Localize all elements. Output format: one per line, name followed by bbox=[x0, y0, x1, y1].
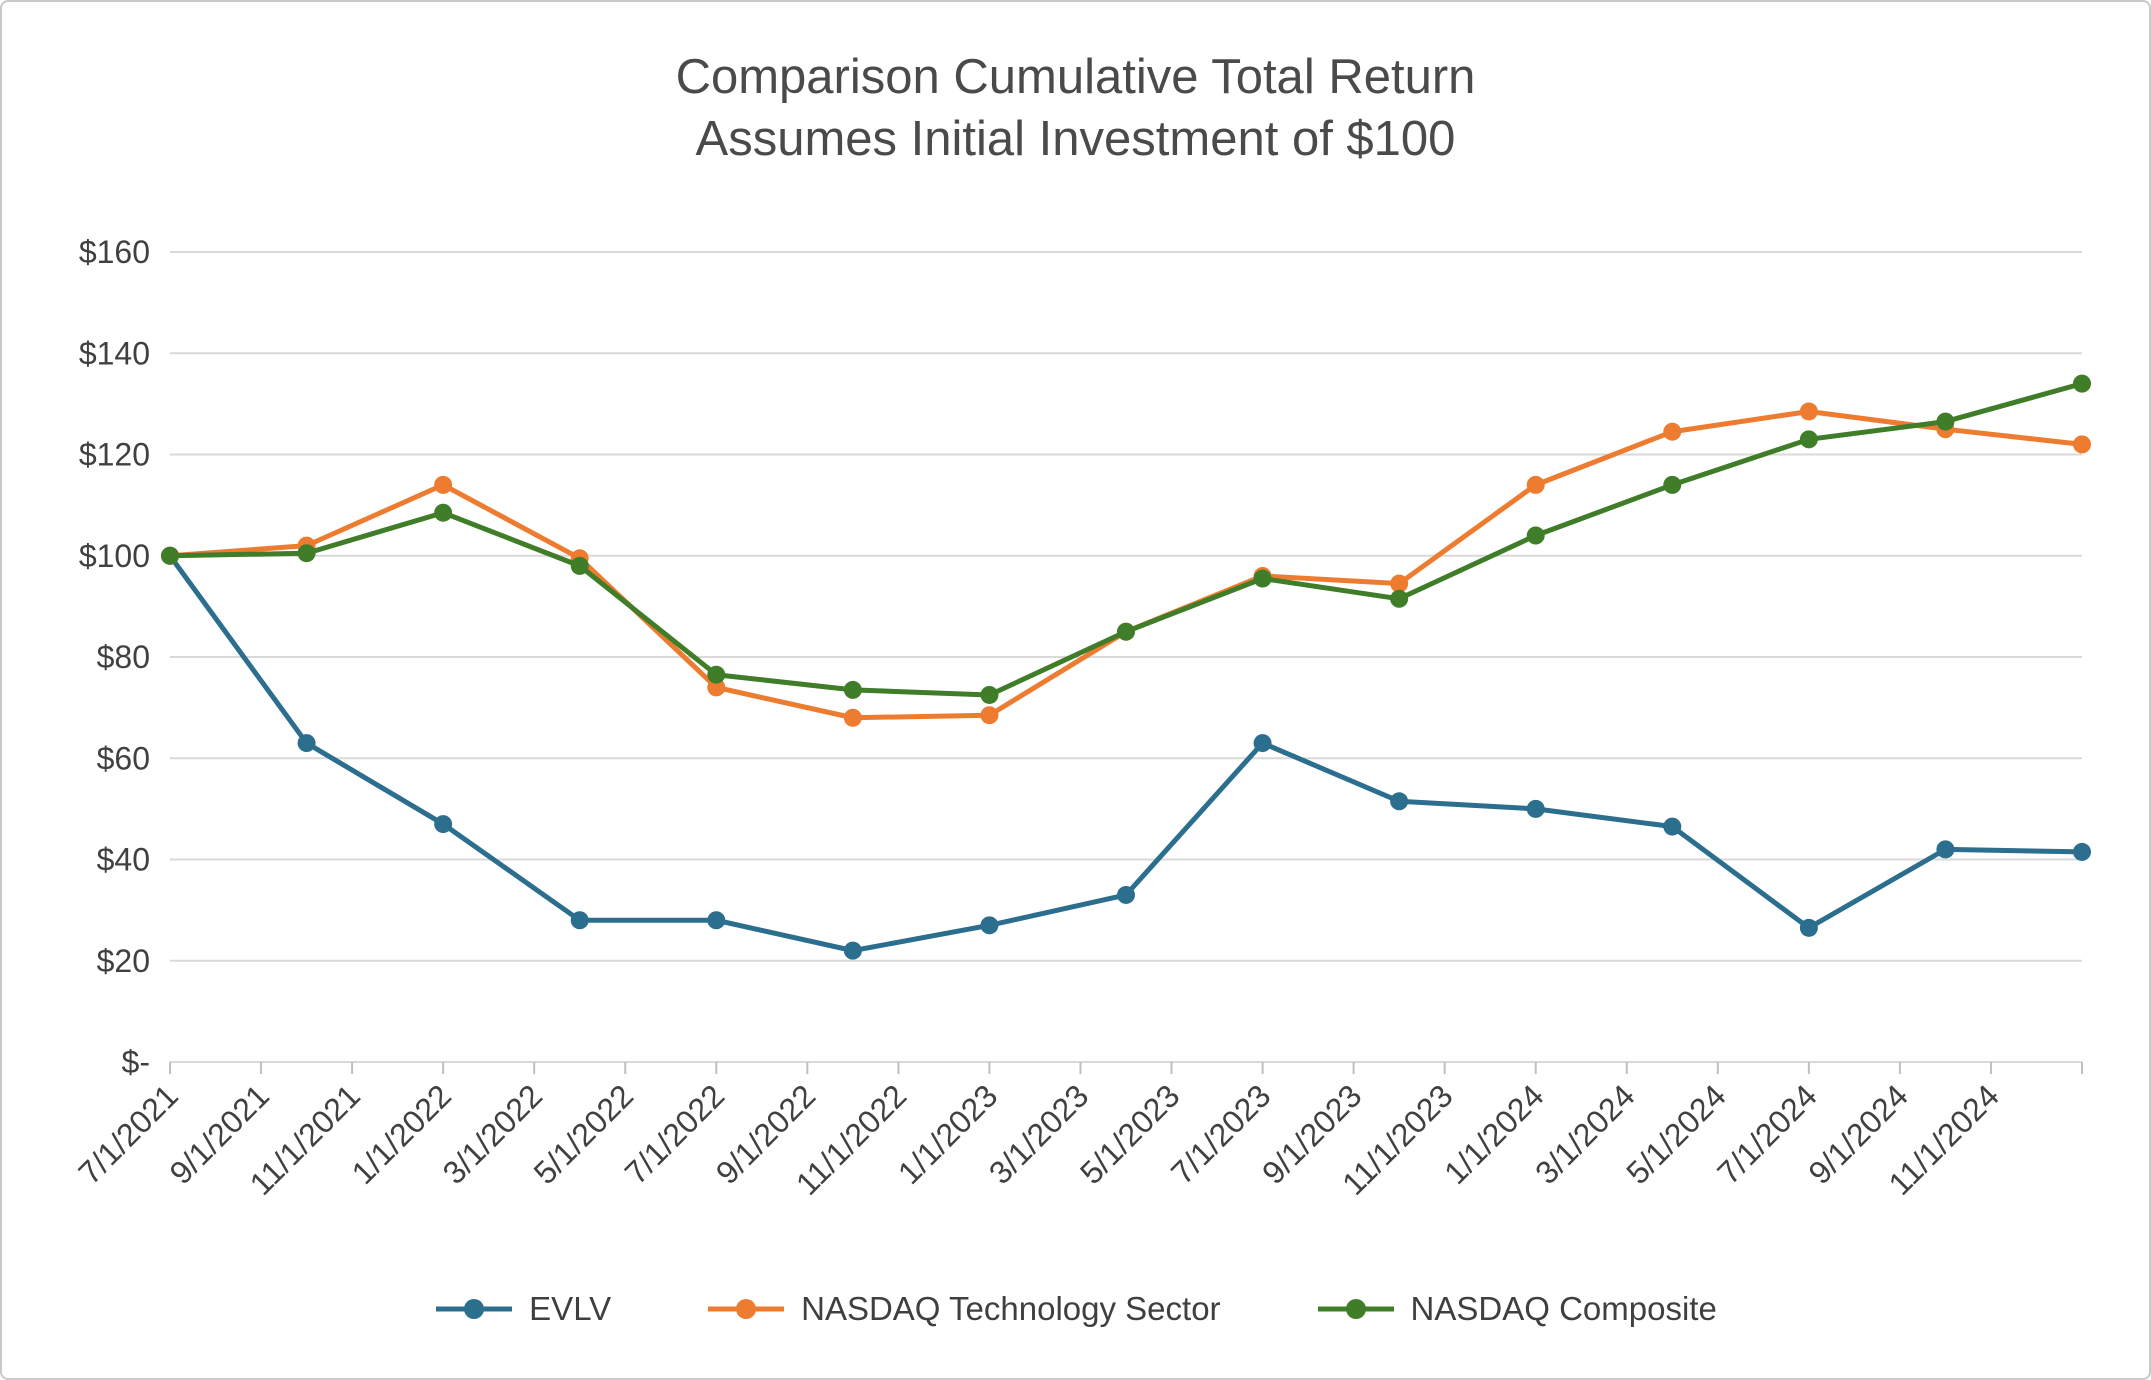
x-axis-label: 1/1/2024 bbox=[1437, 1077, 1551, 1191]
series-line bbox=[167, 381, 2085, 698]
data-point-marker bbox=[1390, 792, 1409, 811]
legend-swatch-nasdaq-composite bbox=[1317, 1299, 1394, 1319]
series-evlv bbox=[161, 546, 2091, 960]
y-axis-label: $- bbox=[122, 1044, 150, 1080]
y-axis-label: $120 bbox=[79, 437, 150, 473]
data-point-marker bbox=[570, 556, 589, 575]
data-point-marker bbox=[1799, 430, 1818, 449]
legend-label: NASDAQ Composite bbox=[1410, 1290, 1717, 1327]
x-axis-label: 5/1/2023 bbox=[1073, 1077, 1187, 1191]
data-point-marker bbox=[434, 503, 453, 522]
legend-label: EVLV bbox=[529, 1290, 612, 1327]
x-axis-label: 3/1/2023 bbox=[982, 1077, 1096, 1191]
x-axis-label: 1/1/2023 bbox=[891, 1077, 1005, 1191]
data-point-marker bbox=[2073, 842, 2091, 861]
data-point-marker bbox=[843, 680, 862, 699]
x-axis-labels: 7/1/20219/1/202111/1/20211/1/20223/1/202… bbox=[71, 1077, 2005, 1201]
y-axis-labels: $- $20 $40 $60 $80 $100 $120 $140 $160 bbox=[79, 234, 150, 1080]
data-point-marker bbox=[1253, 734, 1272, 753]
data-point-marker bbox=[1936, 840, 1955, 859]
data-point-marker bbox=[1526, 799, 1545, 818]
x-axis-ticks bbox=[169, 1062, 2083, 1074]
data-point-marker bbox=[1663, 475, 1682, 494]
data-point-marker bbox=[570, 911, 589, 930]
data-point-marker bbox=[1526, 526, 1545, 545]
legend-item-evlv: EVLV bbox=[434, 1290, 611, 1328]
legend-label: NASDAQ Technology Sector bbox=[801, 1290, 1221, 1327]
x-axis-label: 3/1/2022 bbox=[436, 1077, 550, 1191]
data-point-marker bbox=[297, 544, 316, 563]
x-axis-label: 7/1/2024 bbox=[1710, 1077, 1824, 1191]
data-point-marker bbox=[2073, 374, 2091, 393]
chart-title: Comparison Cumulative Total Return Assum… bbox=[2, 46, 2149, 170]
y-axis-label: $140 bbox=[79, 335, 150, 371]
legend-swatch-nasdaq-technology-sector bbox=[708, 1299, 785, 1319]
data-point-marker bbox=[297, 734, 316, 753]
data-point-marker bbox=[161, 546, 179, 565]
legend-item-nasdaq-composite: NASDAQ Composite bbox=[1316, 1290, 1717, 1328]
y-axis-label: $60 bbox=[97, 740, 150, 776]
legend-swatch-evlv bbox=[436, 1299, 513, 1319]
chart-title-line2: Assumes Initial Investment of $100 bbox=[695, 112, 1456, 167]
legend: EVLV NASDAQ Technology Sector NASDAQ Compo… bbox=[2, 1290, 2149, 1328]
y-axis-label: $80 bbox=[97, 639, 150, 675]
chart-title-line1: Comparison Cumulative Total Return bbox=[675, 50, 1476, 104]
x-axis-label: 3/1/2024 bbox=[1528, 1077, 1642, 1191]
data-point-marker bbox=[980, 706, 999, 725]
data-point-marker bbox=[707, 665, 726, 684]
y-axis-label: $40 bbox=[97, 842, 150, 878]
series-nasdaq-technology-sector bbox=[161, 402, 2091, 727]
data-point-marker bbox=[1526, 475, 1545, 494]
x-axis-label: 7/1/2021 bbox=[71, 1077, 185, 1191]
x-axis-label: 7/1/2022 bbox=[618, 1077, 732, 1191]
data-point-marker bbox=[1936, 412, 1955, 431]
data-point-marker bbox=[1253, 569, 1272, 588]
x-axis-label: 5/1/2024 bbox=[1619, 1077, 1733, 1191]
data-point-marker bbox=[1799, 918, 1818, 937]
gridlines bbox=[170, 251, 2082, 1063]
data-point-marker bbox=[1117, 622, 1135, 641]
data-point-marker bbox=[2073, 435, 2091, 454]
data-point-marker bbox=[434, 475, 453, 494]
data-point-marker bbox=[843, 941, 862, 960]
y-axis-label: $160 bbox=[79, 234, 150, 270]
x-axis-label: 7/1/2023 bbox=[1164, 1077, 1278, 1191]
data-point-marker bbox=[843, 708, 862, 727]
data-point-marker bbox=[1390, 574, 1409, 593]
data-point-marker bbox=[1117, 885, 1135, 904]
data-point-marker bbox=[1390, 589, 1409, 608]
data-point-marker bbox=[1799, 402, 1818, 421]
y-axis-label: $100 bbox=[79, 538, 150, 574]
data-point-marker bbox=[707, 678, 726, 697]
x-axis-label: 5/1/2022 bbox=[527, 1077, 641, 1191]
series-nasdaq-composite bbox=[161, 374, 2091, 704]
data-point-marker bbox=[980, 916, 999, 935]
x-axis-label: 1/1/2022 bbox=[345, 1077, 459, 1191]
data-point-marker bbox=[1663, 422, 1682, 441]
legend-item-nasdaq-technology-sector: NASDAQ Technology Sector bbox=[706, 1290, 1221, 1328]
data-point-marker bbox=[1663, 817, 1682, 836]
data-point-marker bbox=[434, 815, 453, 834]
data-point-marker bbox=[707, 911, 726, 930]
y-axis-label: $20 bbox=[97, 943, 150, 979]
series-line bbox=[167, 408, 2085, 721]
data-point-marker bbox=[980, 685, 999, 704]
